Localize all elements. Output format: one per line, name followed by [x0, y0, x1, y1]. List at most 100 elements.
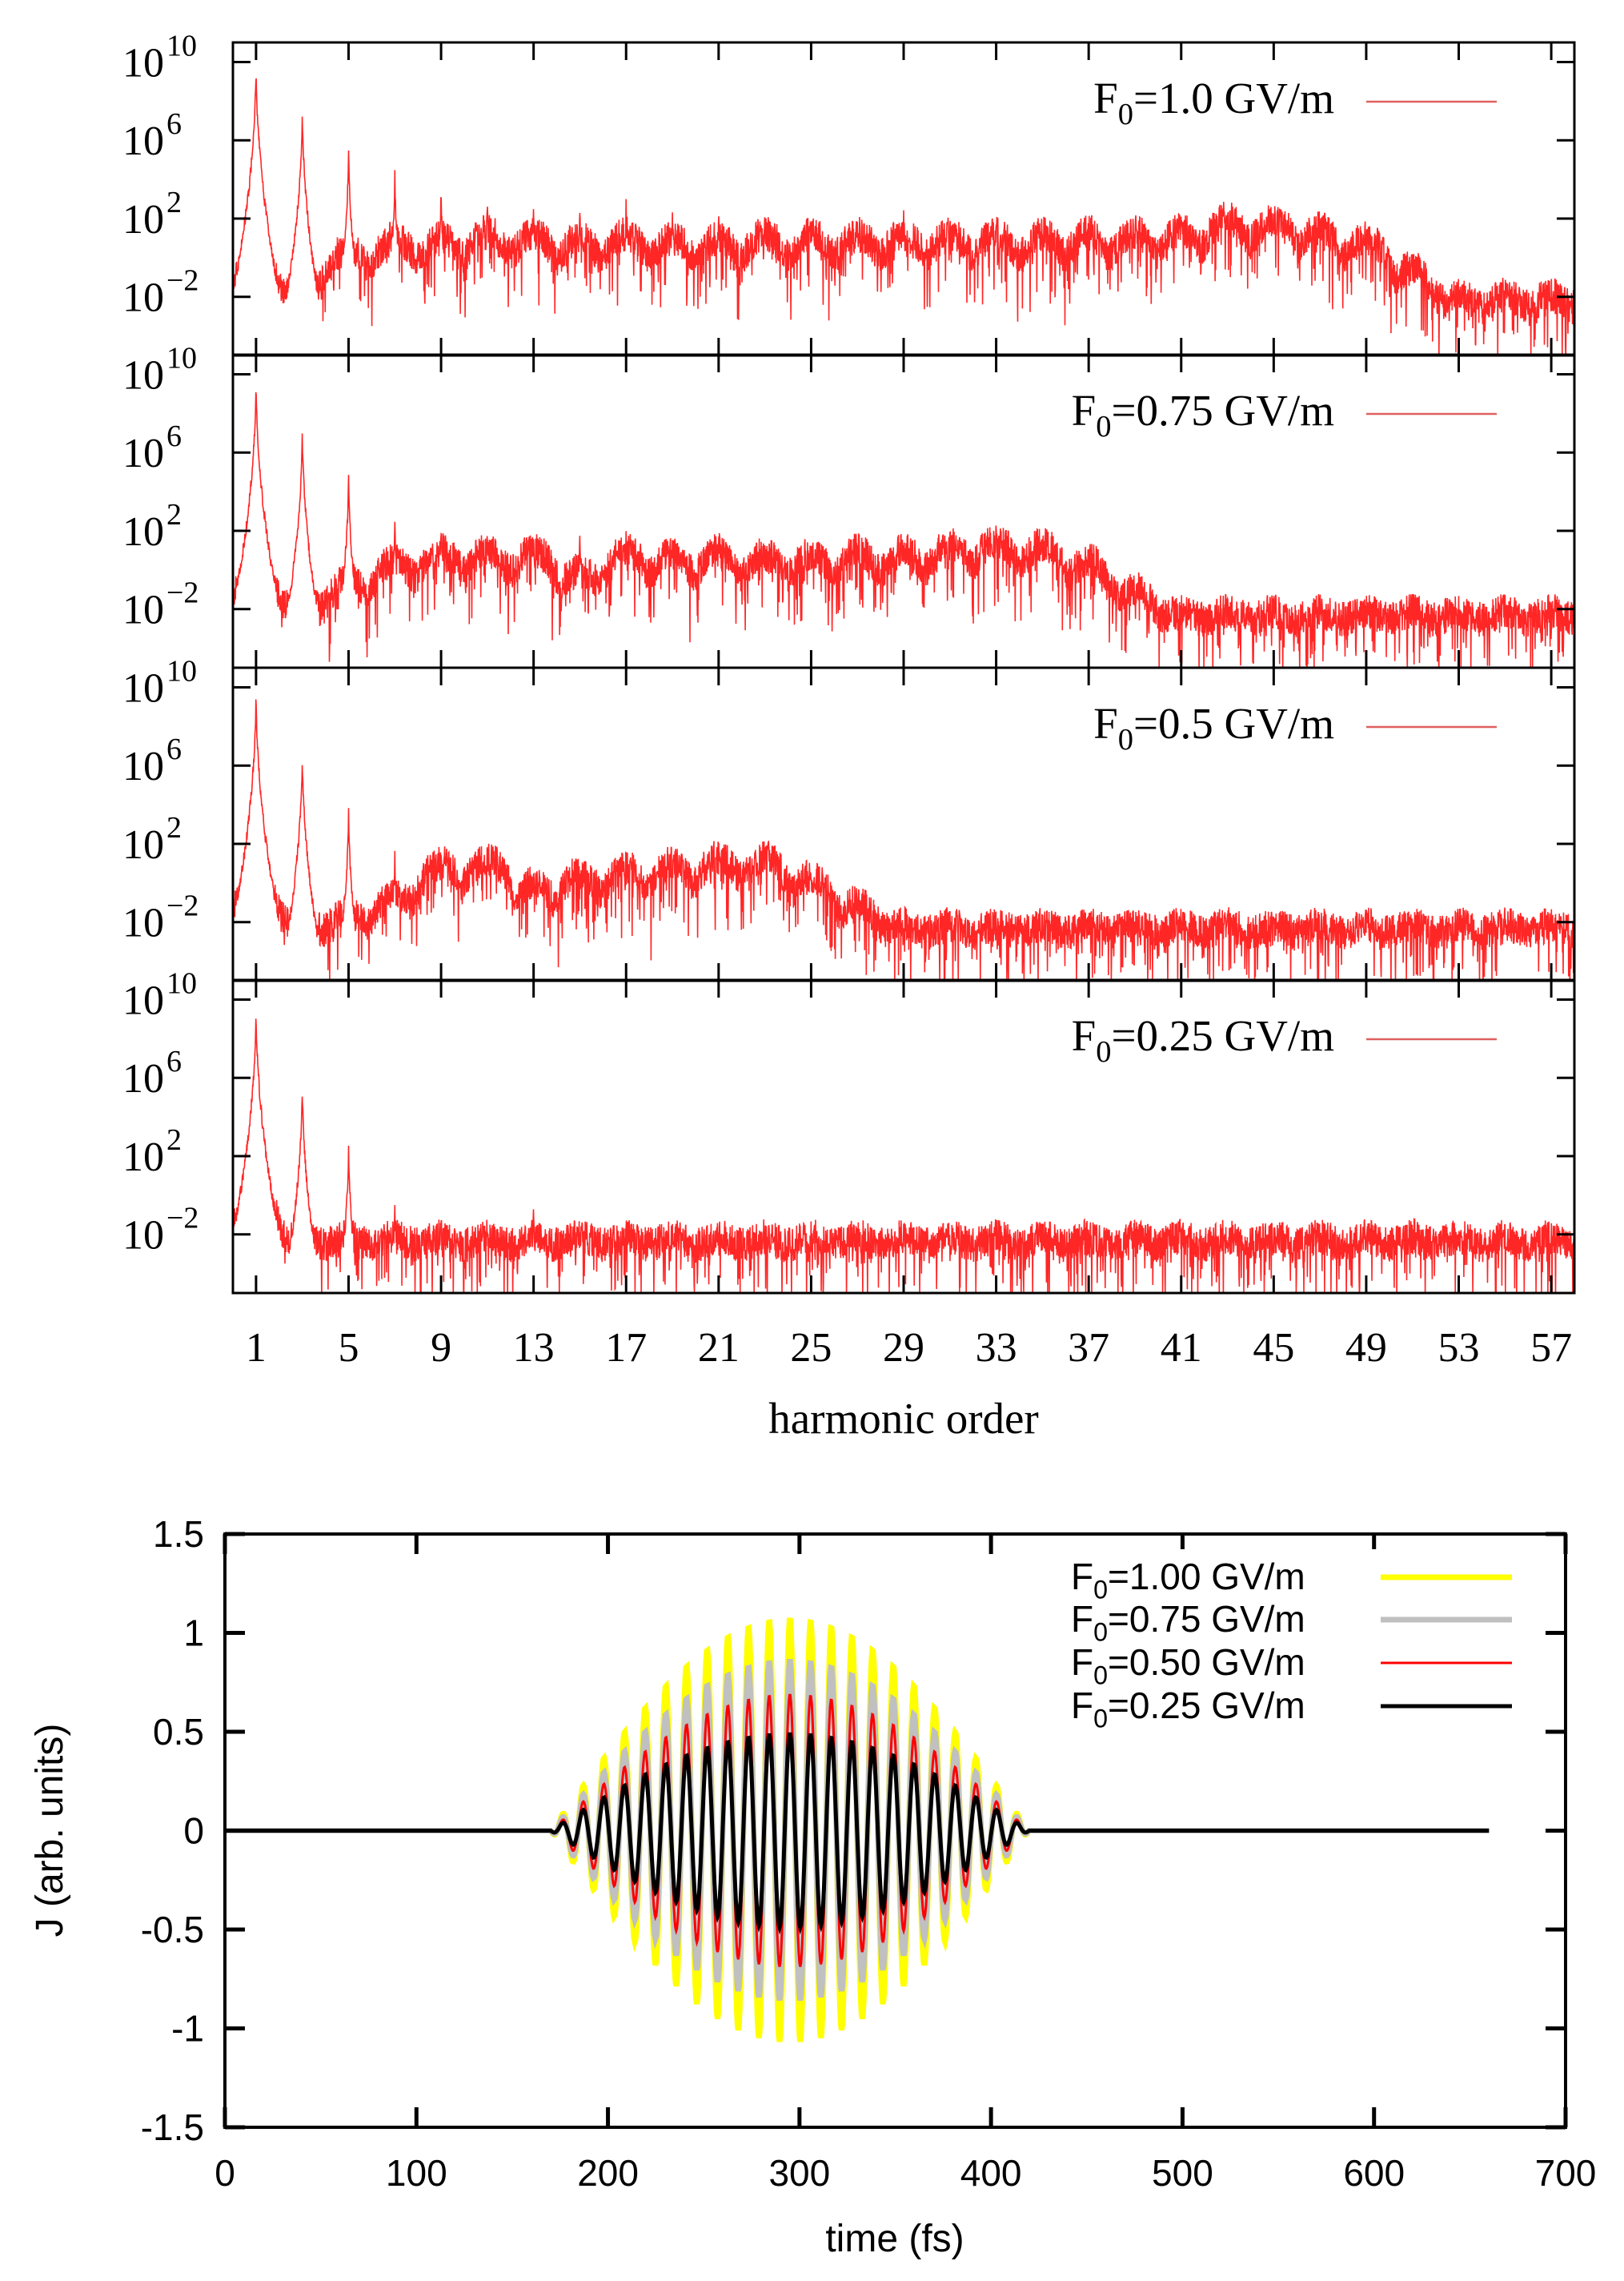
tick-base: 10 — [122, 1134, 164, 1180]
x-tick-label: 37 — [1068, 1325, 1109, 1371]
x-tick-label: 25 — [790, 1325, 832, 1371]
legend-symbol: F — [1093, 699, 1118, 748]
tick-base: 10 — [122, 40, 164, 86]
x-tick-label: 1 — [246, 1325, 267, 1371]
legend-subscript: 0 — [1096, 410, 1111, 444]
tick-base: 10 — [122, 901, 164, 946]
x-axis-label: harmonic order — [768, 1394, 1039, 1443]
y-tick-label: 10 — [122, 978, 164, 1023]
y-tick-exponent: −2 — [166, 576, 198, 610]
tick-base: 10 — [122, 665, 164, 711]
y-tick-label: -1 — [171, 2008, 204, 2050]
legend-subscript: 0 — [1096, 1035, 1111, 1069]
legend-subscript: 0 — [1093, 1661, 1108, 1690]
x-tick-label: 500 — [1152, 2152, 1213, 2194]
y-tick-exponent: 10 — [166, 654, 197, 688]
y-tick-label: -0.5 — [141, 1909, 204, 1950]
x-tick-label: 5 — [338, 1325, 359, 1371]
x-tick-label: 53 — [1438, 1325, 1480, 1371]
current-time-chart: 0 100 200 300 400 500 600 700 1.5 1 0.5 0 -0.5 -1 -1.5… — [29, 1513, 1596, 2260]
y-tick-exponent: −2 — [166, 890, 198, 923]
tick-base: 10 — [122, 978, 164, 1023]
y-tick-label: 10 — [122, 1056, 164, 1102]
y-tick-label: 10 — [122, 118, 164, 164]
x-tick-label: 9 — [431, 1325, 451, 1371]
y-tick-label: 1.5 — [153, 1513, 204, 1555]
legend-symbol: F — [1072, 1011, 1097, 1060]
x-tick-label: 200 — [577, 2152, 639, 2194]
y-tick-exponent: 6 — [166, 107, 182, 141]
x-tick-label: 45 — [1253, 1325, 1294, 1371]
legend-label: F0=0.75 GV/m — [1071, 1598, 1305, 1647]
x-tick-label: 41 — [1161, 1325, 1202, 1371]
y-tick-exponent: 10 — [166, 341, 197, 375]
legend-symbol: F — [1071, 1556, 1093, 1597]
x-tick-label: 300 — [768, 2152, 830, 2194]
x-tick-label: 400 — [960, 2152, 1022, 2194]
legend-text: =0.5 GV/m — [1133, 699, 1334, 748]
y-tick-label: 10 — [122, 352, 164, 398]
tick-base: 10 — [122, 588, 164, 633]
legend-symbol: F — [1072, 386, 1097, 435]
y-tick-label: 0 — [183, 1810, 204, 1852]
y-tick-label: 10 — [122, 431, 164, 476]
legend-label: F0=0.75 GV/m — [1072, 386, 1334, 444]
tick-base: 10 — [122, 1056, 164, 1102]
legend-symbol: F — [1093, 74, 1118, 122]
legend-text: =0.25 GV/m — [1111, 1011, 1334, 1060]
y-tick-exponent: 2 — [166, 186, 182, 219]
y-tick-label: 10 — [122, 275, 164, 321]
y-tick-label: 10 — [122, 509, 164, 555]
legend-text: =0.75 GV/m — [1111, 386, 1334, 435]
legend-subscript: 0 — [1093, 1705, 1108, 1733]
x-tick-label: 21 — [698, 1325, 740, 1371]
legend-symbol: F — [1071, 1685, 1093, 1726]
y-tick-label: 10 — [122, 1213, 164, 1259]
y-axis-label: J (arb. units) — [29, 1724, 71, 1938]
legend-text: =0.25 GV/m — [1108, 1685, 1305, 1726]
x-tick-label: 57 — [1530, 1325, 1572, 1371]
legend-text: =1.00 GV/m — [1108, 1556, 1305, 1597]
x-tick-label: 17 — [605, 1325, 647, 1371]
y-tick-exponent: 2 — [166, 1123, 182, 1157]
y-tick-exponent: 10 — [166, 29, 197, 62]
legend-text: =1.0 GV/m — [1133, 74, 1334, 122]
y-tick-label: 10 — [122, 901, 164, 946]
legend-label: F0=0.25 GV/m — [1071, 1685, 1305, 1733]
legend-text: =0.50 GV/m — [1108, 1641, 1305, 1683]
y-tick-label: 10 — [122, 822, 164, 868]
tick-base: 10 — [122, 509, 164, 555]
y-tick-label: 10 — [122, 744, 164, 789]
y-tick-exponent: −2 — [166, 1202, 198, 1235]
x-tick-label: 49 — [1345, 1325, 1387, 1371]
x-tick-label: 600 — [1343, 2152, 1405, 2194]
tick-base: 10 — [122, 352, 164, 398]
y-tick-label: 10 — [122, 665, 164, 711]
tick-base: 10 — [122, 275, 164, 321]
y-tick-exponent: −2 — [166, 264, 198, 298]
legend-symbol: F — [1071, 1641, 1093, 1683]
y-tick-label: 10 — [122, 1134, 164, 1180]
plot-frame — [231, 41, 1576, 357]
tick-base: 10 — [122, 1213, 164, 1259]
x-tick-label: 0 — [215, 2152, 235, 2194]
legend-subscript: 0 — [1093, 1576, 1108, 1604]
series-line-4 — [225, 1732, 1490, 1935]
y-tick-exponent: 6 — [166, 420, 182, 453]
y-tick-label: 10 — [122, 197, 164, 243]
y-tick-label: 10 — [122, 588, 164, 633]
y-tick-exponent: 10 — [166, 966, 197, 1000]
y-tick-exponent: 2 — [166, 811, 182, 845]
legend-symbol: F — [1071, 1598, 1093, 1640]
spectrum-line — [233, 78, 1574, 355]
spectrum-line — [233, 1018, 1574, 1293]
y-tick-label: 10 — [122, 40, 164, 86]
y-tick-label: -1.5 — [141, 2106, 204, 2148]
y-tick-label: 1 — [183, 1612, 204, 1654]
x-tick-label: 100 — [386, 2152, 447, 2194]
